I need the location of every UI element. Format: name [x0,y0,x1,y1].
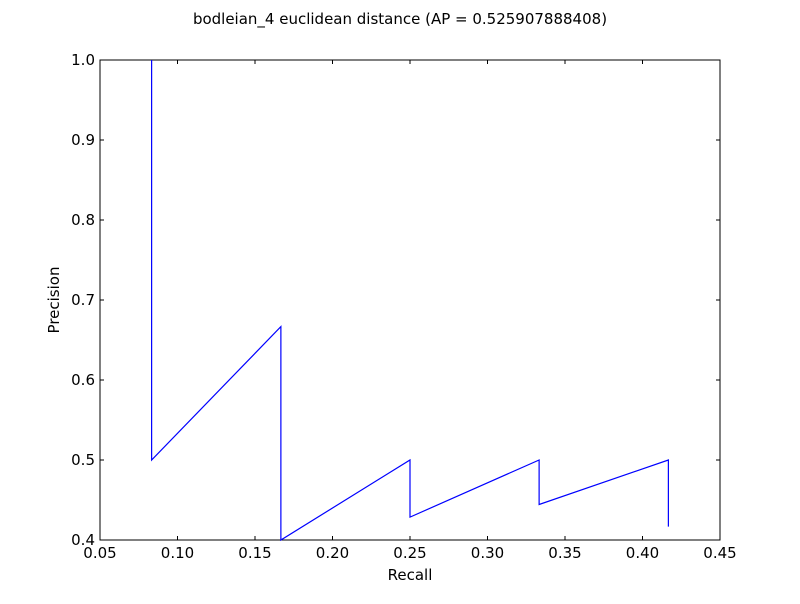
precision-recall-line [151,60,669,542]
y-tick-label: 0.9 [71,131,95,149]
y-tick-label: 0.5 [71,451,95,469]
y-axis-ticks: 0.4 0.5 0.6 0.7 0.8 0.9 1.0 [71,51,720,549]
y-tick-label: 0.8 [71,211,95,229]
x-tick-label: 0.40 [626,544,659,562]
x-tick-label: 0.30 [471,544,504,562]
y-tick-label: 0.7 [71,291,95,309]
chart-title: bodleian_4 euclidean distance (AP = 0.52… [193,10,607,29]
y-tick-label: 1.0 [71,51,95,69]
series-layer [151,60,669,542]
y-tick-label: 0.6 [71,371,95,389]
x-tick-label: 0.45 [703,544,736,562]
x-tick-label: 0.10 [161,544,194,562]
x-tick-label: 0.25 [393,544,426,562]
x-tick-label: 0.35 [548,544,581,562]
y-axis-label: Precision [45,267,63,334]
x-axis-ticks: 0.05 0.10 0.15 0.20 0.25 0.30 0.35 0.40 0.45 [83,60,737,562]
x-tick-label: 0.20 [316,544,349,562]
x-axis-label: Recall [388,566,433,584]
x-tick-label: 0.15 [238,544,271,562]
y-tick-label: 0.4 [71,531,95,549]
x-tick-label: 0.05 [83,544,116,562]
